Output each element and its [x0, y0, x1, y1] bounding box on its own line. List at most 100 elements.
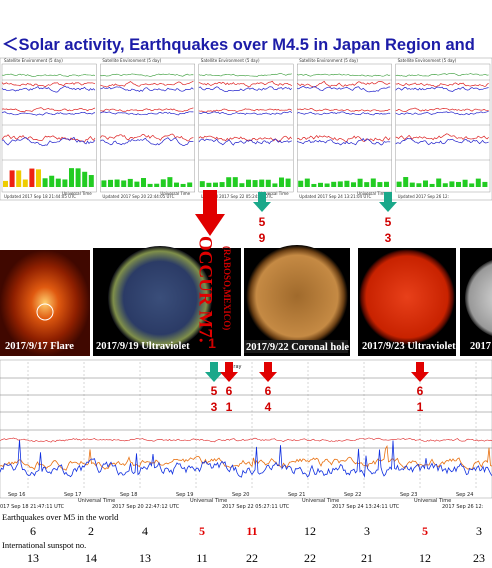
index-bar: [121, 180, 127, 187]
index-bar: [187, 182, 193, 187]
sun-disc: [246, 245, 348, 347]
trace: [198, 73, 292, 77]
index-bar: [252, 180, 258, 187]
arrow-label: 3: [211, 400, 218, 414]
index-bar: [246, 179, 251, 187]
earthquake-label: Earthquakes over M5 in the world: [2, 512, 119, 522]
trace: [297, 111, 391, 116]
index-bar: [101, 180, 107, 187]
arrow-label: 5: [385, 215, 392, 229]
timestamp: 2017 Sep 22 05:27:11 UTC: [222, 504, 290, 510]
trace: [0, 437, 492, 443]
sunspot-number: 22: [246, 551, 258, 565]
image-caption: 2017/9/23 Ultraviolet: [362, 341, 456, 352]
trace: [296, 80, 391, 88]
index-bar: [180, 183, 186, 187]
index-bar: [429, 183, 435, 187]
earthquake-count: 11: [246, 524, 257, 538]
trace: [0, 444, 492, 471]
arrow-label: 1: [417, 400, 424, 414]
index-bar: [456, 181, 461, 187]
event-arrow: [259, 362, 277, 382]
index-bar: [42, 178, 48, 187]
index-bar: [114, 179, 120, 187]
panel-header: Satellite Environment (5 day): [398, 58, 457, 63]
earthquake-count: 5: [199, 524, 205, 538]
plot-frame: [1, 63, 97, 193]
sun-disc: [359, 249, 455, 345]
sunspot-number: 12: [419, 551, 431, 565]
trace: [395, 107, 489, 112]
trace: [297, 138, 391, 146]
index-bar: [364, 182, 370, 187]
flare-image: [0, 250, 90, 356]
trace: [395, 82, 489, 88]
image-caption: 2017: [470, 341, 491, 352]
sunspot-number: 13: [27, 551, 39, 565]
axis-title: Universal Time: [259, 191, 289, 196]
sun-disc: [465, 260, 492, 336]
panel-frame: [0, 359, 492, 499]
sunspot-label: International sunspot no.: [2, 540, 86, 550]
axis-title: Universal Time: [160, 191, 190, 196]
index-bar: [377, 182, 383, 187]
index-bar: [239, 183, 245, 187]
title: ＜Solar activity, Earthquakes over M4.5 i…: [2, 36, 475, 54]
index-bar: [88, 175, 94, 187]
index-bar: [384, 181, 389, 187]
arrow-label: 6: [265, 384, 272, 398]
sunspot-number: 11: [196, 551, 208, 565]
plot-frame: [395, 63, 491, 193]
index-bar: [279, 177, 284, 187]
sunspot-number: 14: [85, 551, 97, 565]
sunspot-number: 21: [361, 551, 373, 565]
trace: [100, 111, 194, 116]
event-arrow: [253, 192, 271, 212]
index-bar: [416, 183, 422, 187]
earthquake-count: 6: [30, 524, 36, 538]
index-bar: [259, 179, 265, 187]
event-arrow: [205, 362, 223, 382]
panel-header: Satellite Environment (5 day): [102, 58, 161, 63]
trace: [100, 107, 194, 112]
index-bar: [154, 183, 160, 187]
index-bar: [311, 183, 317, 187]
image-row: 2017/9/17 Flare 2017/9/19 Ultraviolet 20…: [0, 245, 492, 356]
panel-label: Xray: [230, 364, 242, 370]
earthquake-count: 3: [476, 524, 482, 538]
sun-disc: [108, 246, 212, 350]
index-bar: [134, 181, 140, 187]
plot-frame: [198, 63, 294, 193]
index-bar: [442, 183, 448, 187]
index-bar: [174, 182, 179, 187]
event-main: OCCUR M7.: [195, 236, 216, 343]
index-bar: [22, 179, 28, 187]
panel-header: Satellite Environment (5 day): [4, 58, 63, 63]
index-bar: [357, 178, 363, 187]
flare-marker: [36, 303, 54, 321]
trace: [198, 138, 292, 146]
index-bar: [285, 178, 291, 187]
index-bar: [351, 182, 356, 187]
earthquake-count: 12: [304, 524, 316, 538]
index-bar: [462, 179, 468, 187]
arrow-label: 1: [226, 400, 233, 414]
trace: [100, 133, 194, 142]
arrow-label: 9: [259, 231, 266, 245]
index-bar: [36, 169, 41, 187]
trace: [198, 111, 293, 116]
trace: [297, 73, 391, 77]
index-bar: [213, 182, 218, 187]
update-stamp: Updated 2017 Sep 20 22:44:05 UTC: [102, 194, 174, 199]
image-caption: 2017/9/17 Flare: [5, 341, 74, 352]
plot-frame: [100, 63, 196, 193]
sunspot-number: 23: [473, 551, 485, 565]
trace: [0, 439, 492, 478]
axis-title: Universal Time: [62, 191, 92, 196]
trace: [100, 86, 194, 92]
arrow-label: 6: [226, 384, 233, 398]
date-label: Sep 24: [456, 492, 473, 498]
index-bar: [160, 179, 166, 187]
